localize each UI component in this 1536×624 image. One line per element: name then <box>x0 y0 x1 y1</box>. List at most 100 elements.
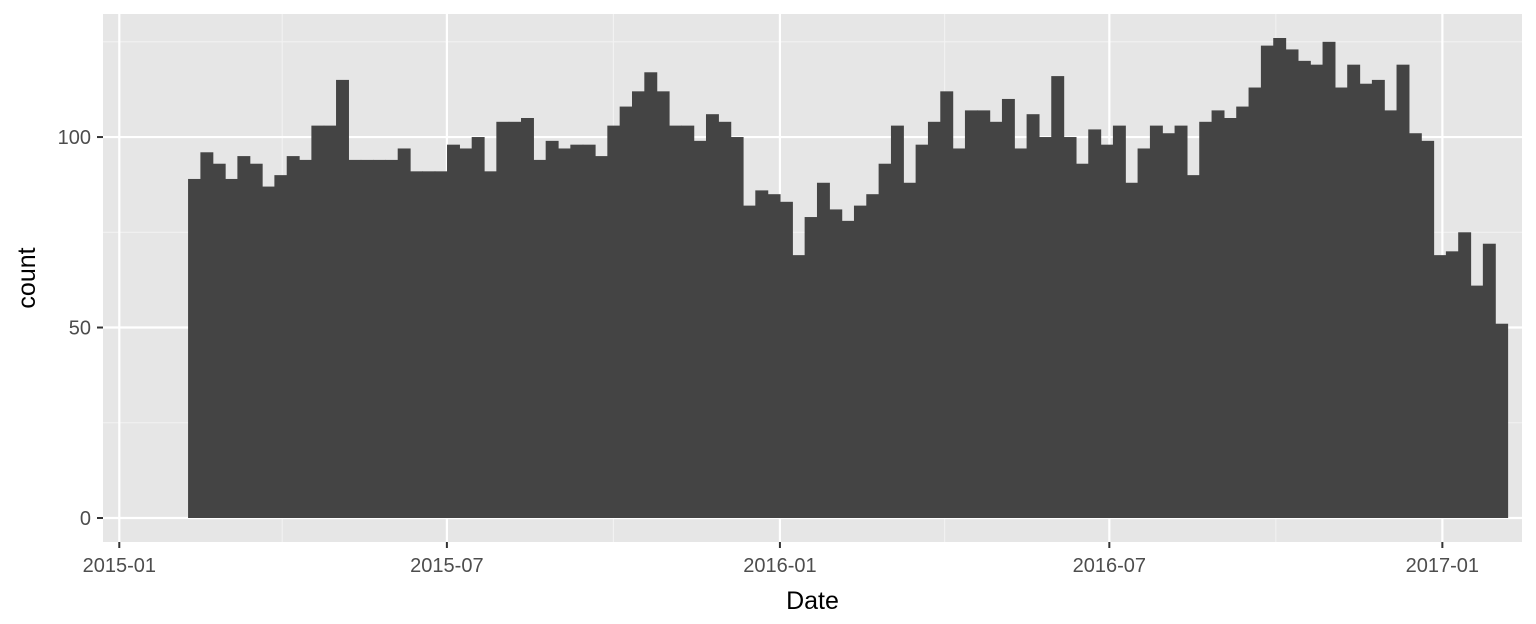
y-axis-title: count <box>13 247 41 308</box>
histogram-bar <box>668 125 682 518</box>
histogram-bar <box>582 144 596 518</box>
y-tick-label: 0 <box>80 508 91 530</box>
histogram-bar <box>1470 285 1484 518</box>
histogram-bar <box>1088 129 1102 518</box>
histogram-bar <box>915 144 929 518</box>
histogram-bar <box>718 121 732 519</box>
histogram-bar <box>360 159 374 518</box>
histogram-bar <box>533 159 547 518</box>
histogram-bar <box>1334 87 1348 519</box>
histogram-bar <box>841 220 855 518</box>
histogram-bar <box>964 110 978 518</box>
histogram-bar <box>311 125 325 518</box>
histogram-bar <box>1026 114 1040 518</box>
x-tick-label: 2016-07 <box>1073 555 1146 577</box>
histogram-bar <box>1063 137 1077 519</box>
histogram-bar <box>397 148 411 518</box>
histogram-bar <box>693 140 707 518</box>
histogram-bar <box>989 121 1003 519</box>
histogram-bar <box>1075 163 1089 518</box>
histogram-bar <box>1051 76 1065 518</box>
histogram-bar <box>730 137 744 519</box>
histogram-bar <box>595 156 608 518</box>
y-tick-label: 50 <box>69 318 91 340</box>
histogram-bar <box>1273 38 1287 518</box>
histogram-bar <box>866 194 880 518</box>
histogram-bar <box>890 125 904 518</box>
histogram-bar <box>1186 175 1200 518</box>
histogram-bar <box>816 182 830 518</box>
histogram-bar <box>1421 140 1435 518</box>
histogram-bar <box>348 159 362 518</box>
x-tick-label: 2016-01 <box>743 555 816 577</box>
histogram-bar <box>434 171 448 519</box>
y-axis-tick-labels: 0 50 100 <box>58 127 91 530</box>
histogram-bar <box>1038 137 1052 519</box>
histogram-bar <box>1014 148 1028 518</box>
histogram-bar <box>558 148 571 518</box>
histogram-bar <box>1248 87 1262 519</box>
histogram-bar <box>1322 41 1336 519</box>
histogram-bar <box>422 171 436 519</box>
histogram-bar <box>792 255 806 518</box>
histogram-bar <box>1285 49 1299 519</box>
histogram-bar <box>656 91 670 518</box>
histogram-bar <box>903 182 917 518</box>
histogram-bar <box>1174 125 1188 518</box>
histogram-bar <box>323 125 337 518</box>
x-tick-label: 2017-01 <box>1406 555 1479 577</box>
histogram-bar <box>1199 121 1213 519</box>
histogram-bar <box>1001 98 1015 518</box>
histogram-bar <box>681 125 695 518</box>
histogram-bar <box>1125 182 1139 518</box>
y-tick-label: 100 <box>58 127 91 149</box>
axis-ticks <box>97 136 1444 548</box>
histogram-bar <box>459 148 473 518</box>
histogram-bar <box>225 178 238 518</box>
histogram-bar <box>262 186 275 519</box>
histogram-bar <box>755 190 769 518</box>
histogram-bars <box>188 38 1509 519</box>
histogram-bar <box>410 171 423 519</box>
histogram-bar <box>829 209 843 518</box>
histogram-bar <box>1223 118 1237 518</box>
histogram-bar <box>940 91 954 518</box>
histogram-bar <box>1384 110 1398 518</box>
histogram-bar <box>1149 125 1163 518</box>
histogram-bar <box>570 144 584 518</box>
histogram-bar <box>1408 133 1422 518</box>
x-tick-label: 2015-07 <box>410 555 483 577</box>
histogram-bar <box>742 205 756 518</box>
histogram-bar <box>1310 64 1324 519</box>
histogram-bar <box>804 217 818 519</box>
histogram-bar <box>1211 110 1225 518</box>
histogram-bar <box>286 156 300 518</box>
histogram-bar <box>274 175 288 518</box>
histogram-bar <box>1396 64 1410 519</box>
histogram-bar <box>853 205 867 518</box>
histogram-bar <box>1137 148 1151 518</box>
histogram-bar <box>1482 243 1496 518</box>
histogram-bar <box>1347 64 1361 519</box>
histogram-bar <box>1433 255 1447 518</box>
histogram-bar <box>496 121 510 519</box>
histogram-bar <box>607 125 621 518</box>
histogram-bar <box>373 159 386 518</box>
x-tick-label: 2015-01 <box>83 555 156 577</box>
histogram-bar <box>952 148 966 518</box>
histogram-bar <box>1100 144 1114 518</box>
histogram-bar <box>188 178 201 518</box>
histogram-bar <box>1260 45 1274 518</box>
histogram-bar <box>249 163 263 518</box>
histogram-bar <box>779 201 793 519</box>
histogram-bar <box>1495 323 1509 518</box>
histogram-bar <box>336 79 349 519</box>
x-axis-tick-labels: 2015-01 2015-07 2016-01 2016-07 2017-01 <box>83 555 1479 577</box>
histogram-bar <box>447 144 460 518</box>
x-axis-title: Date <box>786 587 839 615</box>
histogram-bar <box>521 118 534 518</box>
histogram-bar <box>1458 232 1472 519</box>
histogram-bar <box>545 140 559 518</box>
